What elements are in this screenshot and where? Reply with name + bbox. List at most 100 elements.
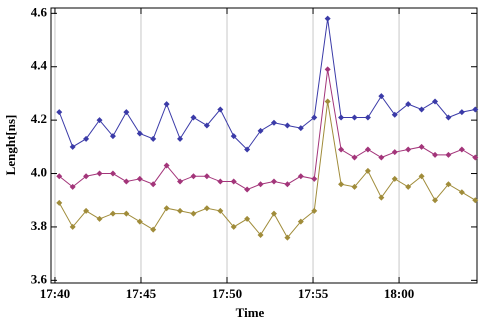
point [458,189,465,196]
point [123,210,130,217]
point [230,133,237,140]
series-line [58,69,476,191]
point [257,231,264,238]
point [391,149,398,156]
point [472,154,479,161]
point [458,109,465,116]
point [257,181,264,188]
point [391,111,398,118]
point [56,173,63,180]
point [418,143,425,150]
point [418,173,425,180]
point [445,181,452,188]
point [351,183,358,190]
point [311,175,318,182]
point [69,143,76,150]
point [432,98,439,105]
point [190,210,197,217]
point [109,210,116,217]
point [163,101,170,108]
point [338,114,345,121]
point [203,122,210,129]
point [109,133,116,140]
point [177,135,184,142]
point [244,146,251,153]
point [109,170,116,177]
point [69,223,76,230]
point [190,173,197,180]
y-tick-label: 4.4 [31,58,48,73]
point [364,114,371,121]
point [432,197,439,204]
point [230,178,237,185]
point [150,226,157,233]
point [432,151,439,158]
point [405,183,412,190]
point [230,223,237,230]
y-tick-label: 4.2 [31,111,47,126]
point [364,146,371,153]
point [217,106,224,113]
point [96,215,103,222]
point [324,98,331,105]
point [378,194,385,201]
x-tick-label: 17:55 [298,286,329,301]
point [96,170,103,177]
point [69,183,76,190]
point [405,146,412,153]
point [418,106,425,113]
point [177,207,184,214]
point [150,135,157,142]
x-tick-label: 17:40 [40,286,70,301]
point [244,186,251,193]
y-tick-label: 3.8 [31,218,48,233]
point [378,93,385,100]
point [163,162,170,169]
point [284,122,291,129]
point [324,66,331,73]
y-tick-label: 4.6 [31,4,48,19]
point [270,119,277,126]
y-axis-label: Lenght[ns] [3,115,18,176]
x-tick-label: 17:50 [212,286,242,301]
point [364,167,371,174]
x-axis-label: Time [236,305,265,320]
x-tick-label: 18:00 [384,286,414,301]
point [270,178,277,185]
point [163,205,170,212]
point [177,178,184,185]
point [257,127,264,134]
point [391,175,398,182]
point [244,215,251,222]
point [217,207,224,214]
point [123,109,130,116]
point [136,175,143,182]
point [83,173,90,180]
point [472,197,479,204]
point [405,101,412,108]
point [378,154,385,161]
point [311,207,318,214]
point [203,205,210,212]
point [56,109,63,116]
point [324,15,331,22]
point [83,135,90,142]
point [83,207,90,214]
point [203,173,210,180]
y-tick-label: 4.0 [31,165,47,180]
point [338,181,345,188]
point [284,234,291,241]
x-tick-label: 17:45 [126,286,157,301]
point [351,114,358,121]
point [270,210,277,217]
plot-frame [50,7,478,284]
series-line [58,18,476,151]
point [458,146,465,153]
point [136,218,143,225]
y-tick-label: 3.6 [31,271,48,286]
point [96,117,103,124]
point [123,178,130,185]
point [472,106,479,113]
point [311,114,318,121]
